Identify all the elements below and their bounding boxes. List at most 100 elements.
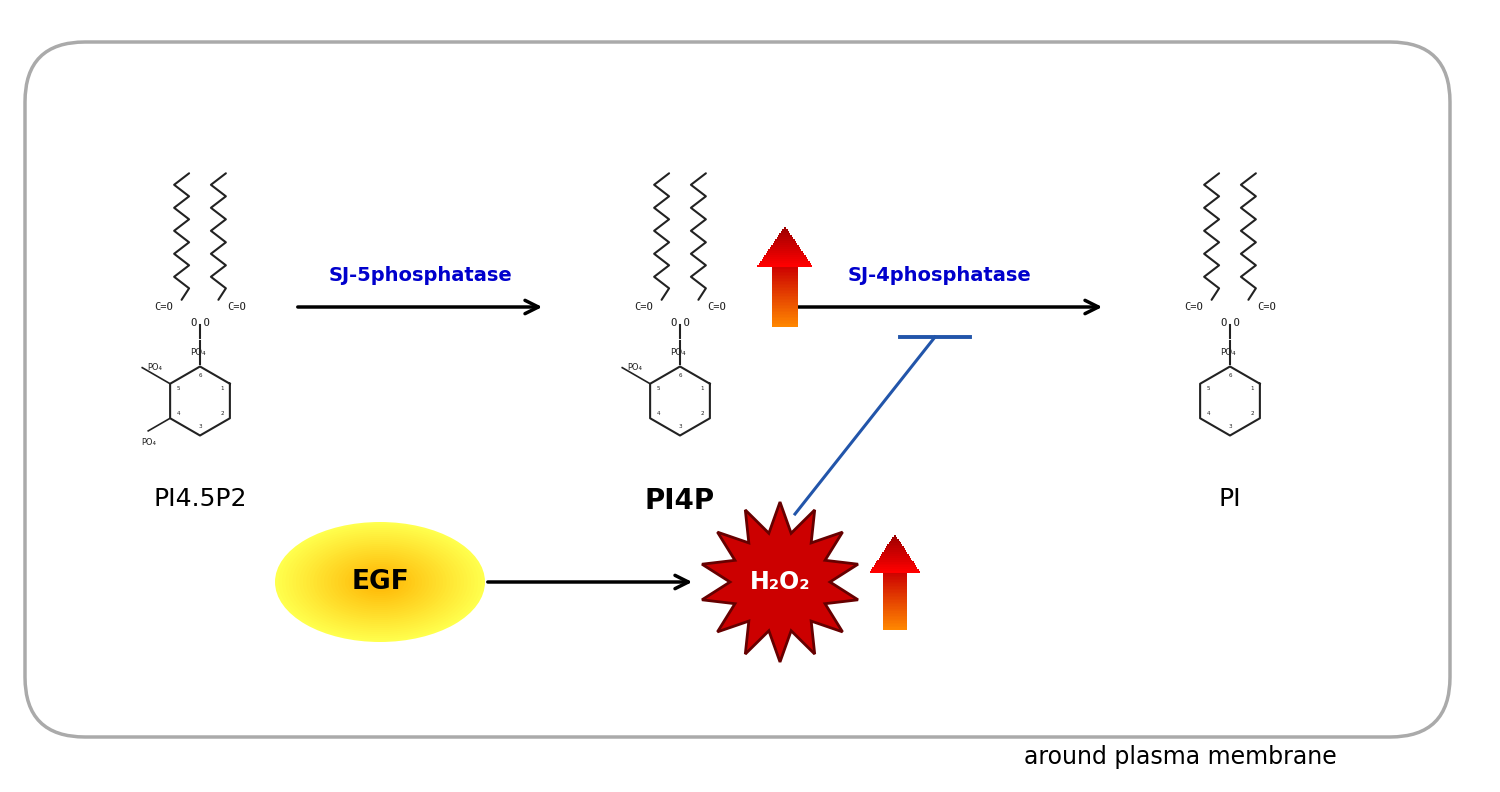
Text: 4: 4 bbox=[657, 411, 660, 416]
Ellipse shape bbox=[306, 540, 453, 624]
FancyBboxPatch shape bbox=[765, 255, 806, 257]
Text: 3: 3 bbox=[1228, 424, 1232, 428]
Text: C=O: C=O bbox=[154, 302, 172, 312]
FancyBboxPatch shape bbox=[884, 592, 908, 593]
FancyBboxPatch shape bbox=[772, 319, 798, 321]
FancyBboxPatch shape bbox=[772, 301, 798, 303]
Text: C=O: C=O bbox=[634, 302, 652, 312]
Text: 3: 3 bbox=[198, 424, 202, 428]
FancyBboxPatch shape bbox=[884, 590, 908, 592]
Ellipse shape bbox=[314, 544, 447, 620]
FancyBboxPatch shape bbox=[884, 613, 908, 615]
Text: PO₄: PO₄ bbox=[190, 348, 206, 357]
Text: 5: 5 bbox=[177, 386, 180, 390]
FancyBboxPatch shape bbox=[772, 314, 798, 317]
Ellipse shape bbox=[310, 542, 450, 622]
FancyBboxPatch shape bbox=[892, 537, 897, 539]
Ellipse shape bbox=[363, 572, 398, 592]
FancyBboxPatch shape bbox=[888, 544, 903, 546]
FancyBboxPatch shape bbox=[890, 540, 900, 543]
Text: PO₄: PO₄ bbox=[670, 348, 686, 357]
Ellipse shape bbox=[290, 530, 471, 634]
Text: 6: 6 bbox=[678, 373, 681, 379]
Ellipse shape bbox=[352, 566, 408, 598]
FancyBboxPatch shape bbox=[884, 580, 908, 581]
FancyBboxPatch shape bbox=[777, 237, 794, 239]
Text: PI4.5P2: PI4.5P2 bbox=[153, 487, 248, 511]
Text: C=O: C=O bbox=[708, 302, 726, 312]
FancyBboxPatch shape bbox=[772, 321, 798, 322]
Text: 1: 1 bbox=[220, 386, 224, 390]
FancyBboxPatch shape bbox=[884, 624, 908, 626]
Text: 5: 5 bbox=[657, 386, 660, 390]
FancyBboxPatch shape bbox=[884, 617, 908, 619]
FancyBboxPatch shape bbox=[884, 610, 908, 611]
FancyBboxPatch shape bbox=[884, 619, 908, 620]
Text: SJ-5phosphatase: SJ-5phosphatase bbox=[328, 266, 512, 285]
FancyBboxPatch shape bbox=[884, 592, 908, 594]
FancyBboxPatch shape bbox=[772, 279, 798, 280]
FancyBboxPatch shape bbox=[884, 596, 908, 597]
FancyBboxPatch shape bbox=[884, 578, 908, 580]
FancyBboxPatch shape bbox=[782, 230, 789, 233]
Text: PO₄: PO₄ bbox=[1220, 348, 1236, 357]
FancyBboxPatch shape bbox=[884, 628, 908, 630]
FancyBboxPatch shape bbox=[783, 227, 786, 229]
FancyBboxPatch shape bbox=[884, 550, 906, 552]
FancyBboxPatch shape bbox=[876, 562, 914, 563]
FancyBboxPatch shape bbox=[768, 249, 801, 251]
Text: O O: O O bbox=[1221, 318, 1239, 328]
FancyBboxPatch shape bbox=[871, 569, 918, 571]
FancyBboxPatch shape bbox=[884, 584, 908, 586]
FancyBboxPatch shape bbox=[884, 608, 908, 610]
FancyBboxPatch shape bbox=[772, 243, 798, 245]
FancyBboxPatch shape bbox=[780, 233, 790, 235]
FancyBboxPatch shape bbox=[765, 253, 804, 255]
FancyBboxPatch shape bbox=[772, 277, 798, 279]
FancyBboxPatch shape bbox=[772, 295, 798, 297]
FancyBboxPatch shape bbox=[772, 307, 798, 309]
Ellipse shape bbox=[342, 560, 418, 604]
FancyBboxPatch shape bbox=[884, 607, 908, 608]
Text: 4: 4 bbox=[1206, 411, 1210, 416]
FancyBboxPatch shape bbox=[772, 297, 798, 299]
Text: C=O: C=O bbox=[1257, 302, 1276, 312]
Text: PO₄: PO₄ bbox=[141, 438, 156, 447]
FancyBboxPatch shape bbox=[873, 565, 916, 567]
FancyBboxPatch shape bbox=[778, 234, 792, 237]
FancyBboxPatch shape bbox=[772, 322, 798, 324]
FancyBboxPatch shape bbox=[772, 292, 798, 294]
Ellipse shape bbox=[303, 538, 458, 626]
FancyBboxPatch shape bbox=[772, 316, 798, 318]
Ellipse shape bbox=[285, 528, 474, 636]
Ellipse shape bbox=[338, 558, 422, 606]
FancyBboxPatch shape bbox=[888, 543, 902, 545]
FancyBboxPatch shape bbox=[884, 623, 908, 624]
Ellipse shape bbox=[374, 578, 387, 586]
FancyBboxPatch shape bbox=[772, 299, 798, 300]
FancyBboxPatch shape bbox=[884, 621, 908, 623]
Ellipse shape bbox=[282, 526, 478, 638]
FancyBboxPatch shape bbox=[884, 615, 908, 617]
Text: H₂O₂: H₂O₂ bbox=[750, 570, 810, 594]
FancyBboxPatch shape bbox=[884, 581, 908, 583]
Text: 3: 3 bbox=[678, 424, 682, 428]
FancyBboxPatch shape bbox=[884, 601, 908, 603]
Ellipse shape bbox=[321, 548, 440, 616]
FancyBboxPatch shape bbox=[884, 626, 908, 627]
Text: PO₄: PO₄ bbox=[147, 364, 162, 372]
FancyBboxPatch shape bbox=[873, 567, 918, 569]
FancyBboxPatch shape bbox=[882, 552, 908, 554]
Text: O O: O O bbox=[190, 318, 210, 328]
Text: PO₄: PO₄ bbox=[627, 364, 642, 372]
FancyBboxPatch shape bbox=[884, 606, 908, 607]
FancyBboxPatch shape bbox=[764, 257, 807, 259]
FancyBboxPatch shape bbox=[884, 604, 908, 606]
FancyBboxPatch shape bbox=[26, 42, 1450, 737]
FancyBboxPatch shape bbox=[884, 603, 908, 604]
FancyBboxPatch shape bbox=[884, 599, 908, 600]
Text: PI: PI bbox=[1218, 487, 1242, 511]
FancyBboxPatch shape bbox=[884, 600, 908, 601]
FancyBboxPatch shape bbox=[874, 563, 915, 565]
FancyBboxPatch shape bbox=[884, 597, 908, 599]
